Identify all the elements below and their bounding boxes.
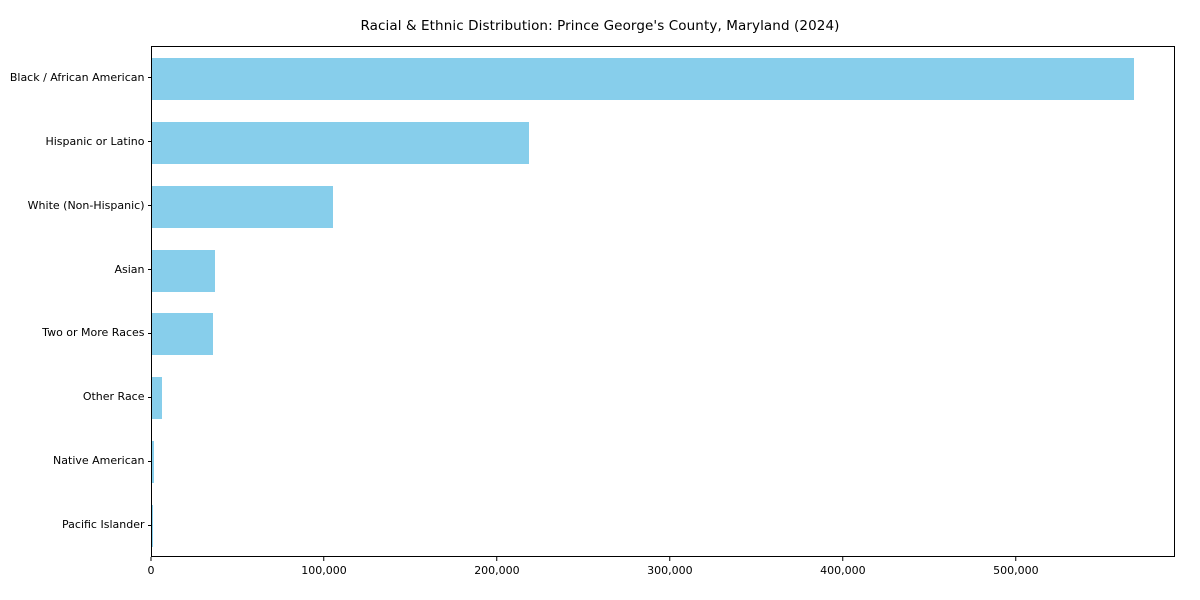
y-axis-tick-label: Hispanic or Latino [45,134,145,148]
x-axis-tick-mark [496,557,498,561]
x-axis-tick: 100,000 [301,557,347,577]
x-axis-tick-label: 400,000 [820,563,866,577]
y-axis-tick-label: Black / African American [9,70,145,84]
y-axis-tick: Hispanic or Latino [45,134,151,150]
x-axis-tick: 400,000 [820,557,866,577]
x-axis-tick-label: 300,000 [647,563,693,577]
x-axis-tick: 0 [148,557,155,577]
chart-title: Racial & Ethnic Distribution: Prince Geo… [360,18,840,34]
bar [152,57,1134,100]
x-axis-tick: 200,000 [474,557,520,577]
y-axis-tick-mark [147,205,151,207]
bar [152,441,155,484]
y-axis-tick-label: Native American [53,454,145,468]
bar [152,121,530,164]
y-axis: Black / African American Hispanic or Lati… [0,46,151,557]
y-axis-tick-label: Asian [114,262,145,276]
y-axis-tick: Black / African American [10,70,151,86]
y-axis-tick-mark [147,460,151,462]
y-axis-tick: Other Race [83,389,151,405]
bars-layer [152,47,1174,556]
y-axis-tick-mark [147,77,151,79]
y-axis-tick-mark [147,332,151,334]
x-axis-tick-mark [842,557,844,561]
x-axis-tick: 300,000 [647,557,693,577]
y-axis-tick-mark [147,396,151,398]
x-axis-tick-label: 100,000 [301,563,347,577]
y-axis-tick: White (Non-Hispanic) [28,198,151,214]
y-axis-tick-label: Two or More Races [42,326,145,340]
y-axis-tick: Two or More Races [42,325,151,341]
x-axis: 0 100,000 200,000 300,000 400,000 500,000 [0,557,1200,600]
bar [152,249,215,292]
bar [152,185,333,228]
bar [152,505,153,548]
x-axis-tick: 500,000 [993,557,1039,577]
plot-area [151,46,1175,557]
y-axis-tick-mark [147,141,151,143]
y-axis-tick-label: Other Race [82,390,145,404]
x-axis-tick-label: 0 [147,563,155,577]
bar [152,377,163,420]
x-axis-tick-mark [323,557,325,561]
y-axis-tick: Pacific Islander [62,517,151,533]
x-axis-tick-label: 500,000 [993,563,1039,577]
y-axis-tick-mark [147,269,151,271]
y-axis-tick-mark [147,524,151,526]
x-axis-tick-label: 200,000 [474,563,520,577]
x-axis-tick-mark [1015,557,1017,561]
y-axis-tick-label: Pacific Islander [62,518,145,532]
bar [152,313,213,356]
x-axis-tick-mark [669,557,671,561]
y-axis-tick: Native American [53,453,151,469]
y-axis-tick-label: White (Non-Hispanic) [27,198,145,212]
y-axis-tick: Asian [114,262,151,278]
x-axis-tick-mark [150,557,152,561]
